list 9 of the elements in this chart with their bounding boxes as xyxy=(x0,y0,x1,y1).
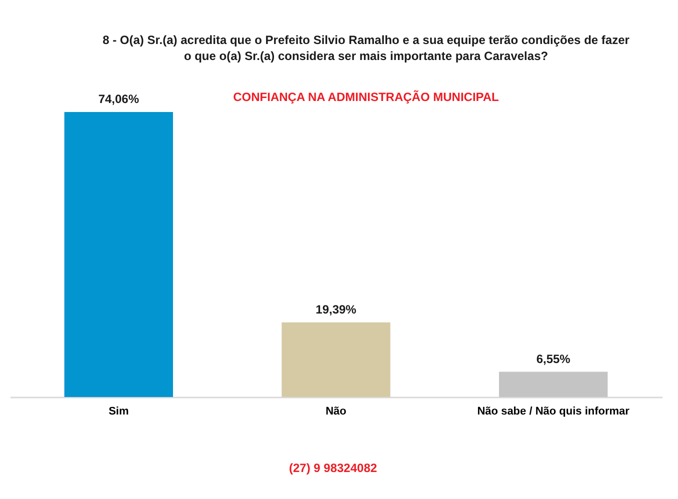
x-tick-label: Não xyxy=(326,406,347,418)
chart-title: 8 - O(a) Sr.(a) acredita que o Prefeito Silvio Ramalho e a sua equipe terão condições de fazer o que o(a) Sr.(a) considera ser mais importante para Caravelas? xyxy=(102,33,630,63)
data-label: 6,55% xyxy=(536,352,571,366)
x-tick-label: Sim xyxy=(108,406,129,418)
data-label: 74,06% xyxy=(98,92,140,106)
text: (27) 9 98324082 xyxy=(288,461,378,475)
chart-subtitle: CONFIANÇA NA ADMINISTRAÇÃO MUNICIPAL xyxy=(233,90,499,104)
x-tick-label: Não sabe / Não quis informar xyxy=(477,406,630,418)
data-label: 19,39% xyxy=(316,302,357,316)
